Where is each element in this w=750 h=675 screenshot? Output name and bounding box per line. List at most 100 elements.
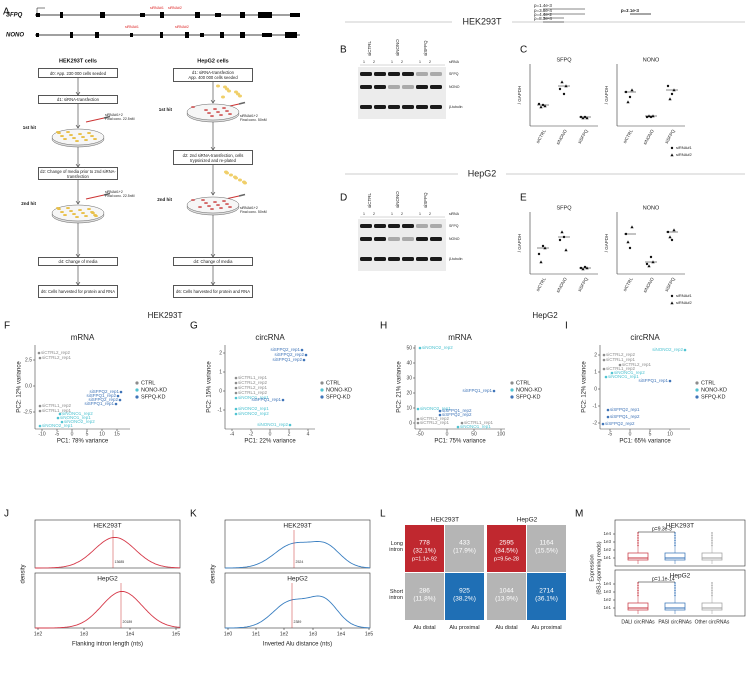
dot xyxy=(558,238,562,242)
text-box: d4: Change of media xyxy=(173,257,253,266)
band xyxy=(430,224,442,228)
label: SFPQ-KD xyxy=(141,394,165,400)
label: 1 xyxy=(594,369,597,375)
dot xyxy=(541,244,545,248)
label: (34.5%) xyxy=(495,548,518,555)
exon xyxy=(195,12,200,18)
dot xyxy=(418,346,422,350)
dot xyxy=(711,592,713,594)
label: (17.9%) xyxy=(453,548,476,555)
exon xyxy=(215,13,221,17)
label: siSFPQ1_rep2 xyxy=(442,408,472,413)
label: siNONO2_rep1 xyxy=(238,406,269,411)
dot xyxy=(60,420,64,424)
dot xyxy=(606,408,610,412)
dot xyxy=(562,92,566,96)
cell xyxy=(75,140,79,142)
cell xyxy=(191,199,195,201)
label: 4 xyxy=(307,431,310,437)
text: d4: Change of media xyxy=(58,259,98,264)
label: 1044 xyxy=(499,588,514,595)
density-curve xyxy=(35,591,181,629)
label: 1 xyxy=(363,60,365,64)
label: 1st hit xyxy=(23,125,37,130)
label: -4 xyxy=(230,431,235,437)
label: siRNA#1 xyxy=(676,145,693,150)
label: siSFPQ2_rep1 xyxy=(89,389,119,394)
cell xyxy=(69,210,73,212)
dot xyxy=(118,398,122,402)
box xyxy=(664,552,686,561)
density-curve xyxy=(225,595,370,629)
label: mRNA xyxy=(71,333,95,342)
exon xyxy=(70,32,73,38)
panel-frame xyxy=(34,572,181,629)
dot xyxy=(711,532,713,534)
dot xyxy=(602,367,606,371)
cell xyxy=(75,216,79,218)
dot xyxy=(637,584,639,587)
label: -50 xyxy=(416,431,423,437)
label: siNONO xyxy=(642,128,655,145)
dot xyxy=(234,407,238,411)
label: siRNA#1+2 xyxy=(240,206,258,210)
label: siNONO1_rep2 xyxy=(62,411,93,416)
dot xyxy=(695,388,699,392)
density-curve xyxy=(35,536,180,569)
label: siRNA#1+2 xyxy=(105,113,123,117)
text: d6: Cells harvested for protein and RNA xyxy=(175,289,251,294)
text: d1: siRNA-transfection xyxy=(192,70,234,75)
label: SFPQ-KD xyxy=(326,394,350,400)
triangle xyxy=(668,235,672,239)
cell xyxy=(84,139,88,141)
label: siRNA#1 xyxy=(125,25,139,29)
cell xyxy=(69,134,73,136)
label: 10 xyxy=(406,405,412,411)
label: 20 xyxy=(406,390,412,396)
label: siCTRL1_rep2 xyxy=(42,403,72,408)
dot xyxy=(637,542,639,544)
dot xyxy=(492,389,496,393)
label: siNONO1_rep1 xyxy=(460,424,491,429)
cell xyxy=(91,212,95,214)
exon xyxy=(258,12,272,18)
band xyxy=(402,85,414,89)
dot xyxy=(583,265,587,269)
label: -10 xyxy=(38,431,45,437)
label: HEK293T xyxy=(431,517,459,524)
label: 15 xyxy=(114,431,120,437)
text-box: Alu proximal xyxy=(525,625,568,631)
label: 2389 xyxy=(294,620,302,624)
band xyxy=(388,257,400,261)
label: HepG2 xyxy=(532,311,558,320)
label: siRNA xyxy=(449,60,460,64)
label: siSFPQ1_rep1 xyxy=(84,401,114,406)
text: Alu distal xyxy=(413,625,436,631)
label: siCTRL2_rep2 xyxy=(238,380,268,385)
label: siSFPQ xyxy=(664,128,676,144)
label: 10 xyxy=(667,431,673,437)
label: 1e2 xyxy=(280,631,289,637)
dot xyxy=(114,402,118,406)
text: Alu proximal xyxy=(449,625,480,631)
label: 40 xyxy=(406,360,412,366)
cell xyxy=(216,84,220,88)
cell xyxy=(228,206,232,208)
dot xyxy=(320,395,324,399)
exon xyxy=(100,12,105,18)
dot xyxy=(135,388,139,392)
label: siCTRL1_rep1 xyxy=(42,408,72,413)
line xyxy=(238,101,246,105)
dot xyxy=(288,423,292,427)
label: siNONO1_rep2 xyxy=(257,422,288,427)
panel-frame xyxy=(34,519,181,569)
label: 2.5 xyxy=(25,357,32,363)
dot xyxy=(602,358,606,362)
label: PC1: 22% variance xyxy=(244,439,296,445)
band xyxy=(402,257,414,261)
label: 1e5 xyxy=(172,631,181,637)
text-box: d4: Change of media xyxy=(38,257,118,266)
arrowhead xyxy=(210,191,216,196)
band xyxy=(374,257,386,261)
label: 925 xyxy=(459,588,470,595)
